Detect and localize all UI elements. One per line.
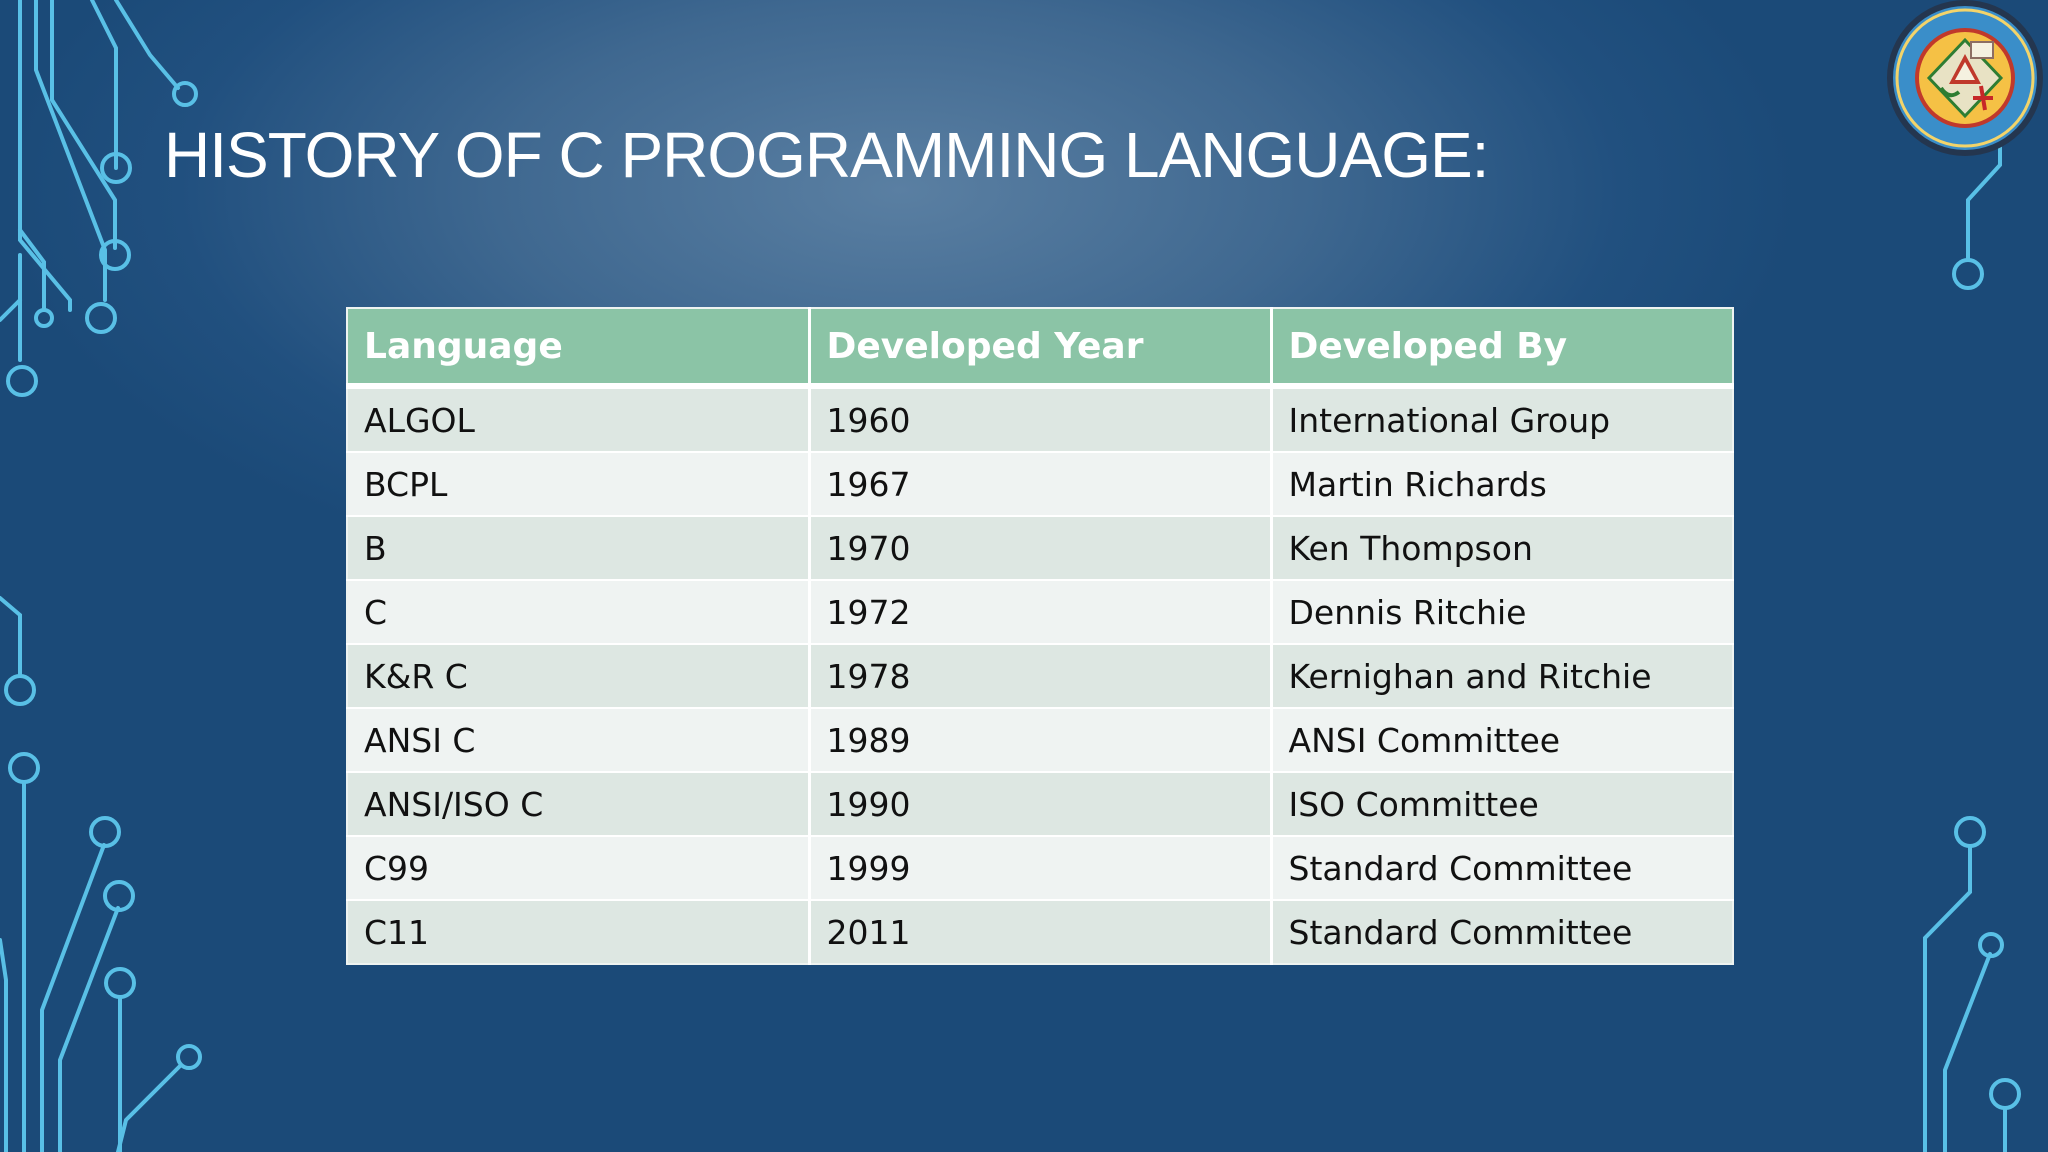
developer-cell: Dennis Ritchie [1271,579,1733,644]
year-cell: 1989 [809,707,1273,772]
language-cell: K&R C [347,643,811,708]
year-cell: 2011 [809,899,1273,964]
developer-cell: Kernighan and Ritchie [1271,643,1733,708]
language-cell: C99 [347,835,811,900]
year-cell: 1970 [809,515,1273,580]
history-table: Language Developed Year Developed By ALG… [346,307,1734,965]
table-row: C99 1999 Standard Committee [347,835,1733,900]
language-cell: ALGOL [347,385,811,452]
year-cell: 1990 [809,771,1273,836]
column-header-developed-year: Developed Year [809,308,1273,389]
language-cell: C [347,579,811,644]
table-row: ALGOL 1960 International Group [347,385,1733,452]
developer-cell: Standard Committee [1271,899,1733,964]
year-cell: 1999 [809,835,1273,900]
developer-cell: ISO Committee [1271,771,1733,836]
table-row: C 1972 Dennis Ritchie [347,579,1733,644]
table-row: B 1970 Ken Thompson [347,515,1733,580]
language-cell: C11 [347,899,811,964]
year-cell: 1978 [809,643,1273,708]
language-cell: B [347,515,811,580]
developer-cell: Martin Richards [1271,451,1733,516]
table-row: K&R C 1978 Kernighan and Ritchie [347,643,1733,708]
year-cell: 1967 [809,451,1273,516]
table-row: C11 2011 Standard Committee [347,899,1733,964]
language-cell: ANSI C [347,707,811,772]
table-row: ANSI C 1989 ANSI Committee [347,707,1733,772]
university-seal-icon [1887,0,2043,156]
table-header-row: Language Developed Year Developed By [347,308,1733,389]
developer-cell: International Group [1271,385,1733,452]
slide-title: HISTORY OF C PROGRAMMING LANGUAGE: [164,119,1489,191]
language-cell: BCPL [347,451,811,516]
developer-cell: ANSI Committee [1271,707,1733,772]
year-cell: 1972 [809,579,1273,644]
language-cell: ANSI/ISO C [347,771,811,836]
table-row: ANSI/ISO C 1990 ISO Committee [347,771,1733,836]
column-header-language: Language [347,308,811,389]
year-cell: 1960 [809,385,1273,452]
developer-cell: Standard Committee [1271,835,1733,900]
table-row: BCPL 1967 Martin Richards [347,451,1733,516]
developer-cell: Ken Thompson [1271,515,1733,580]
column-header-developed-by: Developed By [1271,308,1733,389]
